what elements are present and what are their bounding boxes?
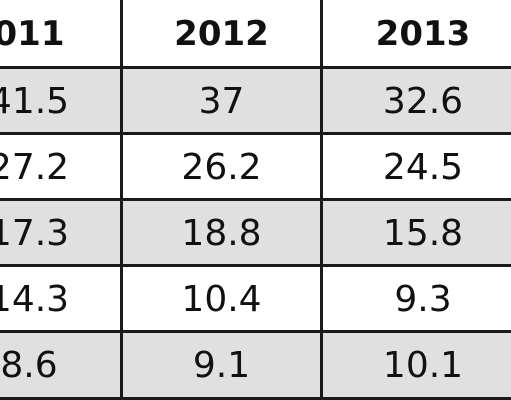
- table-cell: 17.3: [0, 212, 70, 254]
- table-row: 17.3 18.8 15.8: [0, 200, 511, 266]
- table-cell: 10.4: [181, 278, 262, 320]
- table-cell: 14.3: [0, 278, 70, 320]
- column-divider: [120, 0, 123, 400]
- table-cell: 10.1: [382, 344, 464, 386]
- table-cell: 8.6: [0, 344, 58, 386]
- row-divider: [0, 132, 511, 135]
- row-divider: [0, 66, 511, 69]
- table-row: 27.2 26.2 24.5: [0, 134, 511, 200]
- table-row: 14.3 10.4 9.3: [0, 266, 511, 332]
- table-cell: 15.8: [382, 212, 464, 254]
- header-cell-2011: 011: [0, 14, 65, 54]
- table-cell: 32.6: [382, 80, 464, 122]
- header-cell-2012: 2012: [174, 14, 269, 54]
- table-row: 8.6 9.1 10.1: [0, 332, 511, 398]
- row-divider: [0, 264, 511, 267]
- row-divider: [0, 330, 511, 333]
- table-cell: 9.3: [394, 278, 452, 320]
- column-divider: [320, 0, 323, 400]
- table-header-row: 011 2012 2013: [0, 0, 511, 68]
- table-cell: 18.8: [181, 212, 262, 254]
- table-cell: 26.2: [181, 146, 262, 188]
- table-cell: 24.5: [382, 146, 464, 188]
- table-cell: 27.2: [0, 146, 70, 188]
- table-row: 41.5 37 32.6: [0, 68, 511, 134]
- row-divider: [0, 198, 511, 201]
- row-divider: [0, 397, 511, 400]
- table-cell: 37: [198, 80, 245, 122]
- table-cell: 9.1: [192, 344, 251, 386]
- header-cell-2013: 2013: [375, 14, 471, 54]
- table-cell: 41.5: [0, 80, 70, 122]
